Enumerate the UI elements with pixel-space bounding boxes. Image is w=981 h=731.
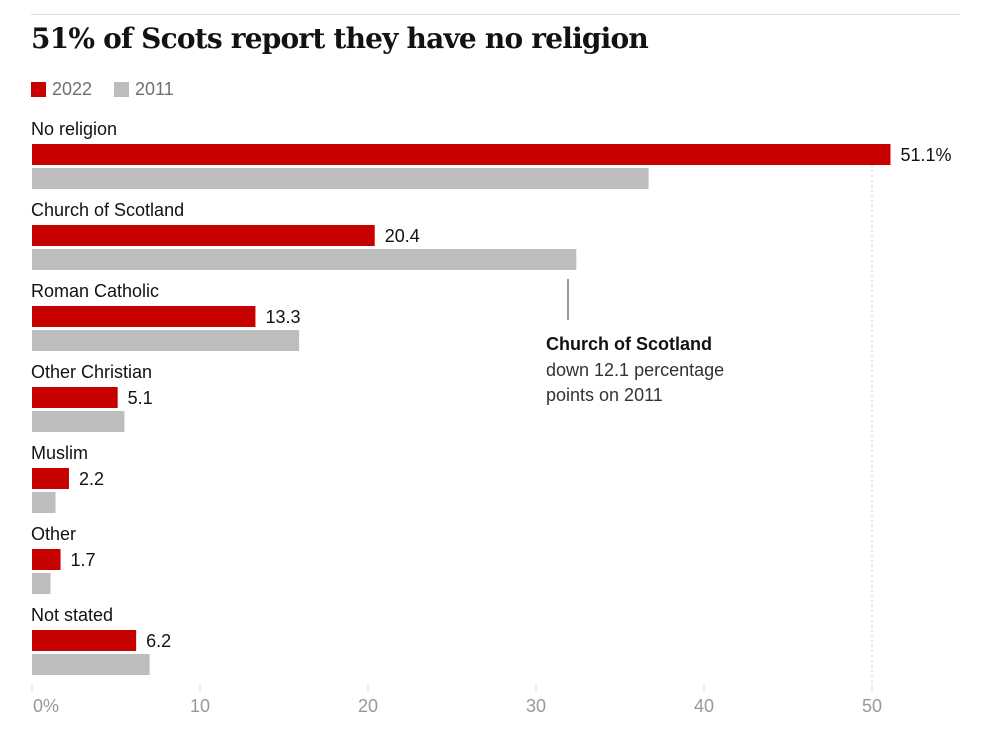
legend-item-2022: 2022 bbox=[31, 79, 92, 100]
legend-label-2022: 2022 bbox=[52, 79, 93, 99]
category-label: Church of Scotland bbox=[31, 200, 184, 220]
data-label-2022: 2.2 bbox=[79, 469, 104, 489]
bar-2011 bbox=[32, 492, 56, 513]
legend-label-2011: 2011 bbox=[135, 79, 174, 99]
bar-2011 bbox=[32, 249, 577, 270]
legend: 2022 2011 bbox=[31, 79, 196, 100]
chart-title: 51% of Scots report they have no religio… bbox=[31, 22, 649, 55]
x-tick-label: 40 bbox=[694, 696, 714, 716]
category-label: Roman Catholic bbox=[31, 281, 159, 301]
bar-2011 bbox=[32, 654, 150, 675]
data-label-2022: 1.7 bbox=[71, 550, 96, 570]
legend-item-2011: 2011 bbox=[114, 79, 174, 100]
data-label-2022: 6.2 bbox=[146, 631, 171, 651]
bar-2022 bbox=[32, 144, 891, 165]
bar-2022 bbox=[32, 225, 375, 246]
category-label: Not stated bbox=[31, 605, 113, 625]
annotation-text: down 12.1 percentage bbox=[546, 360, 724, 380]
bar-2022 bbox=[32, 549, 61, 570]
category-label: Other bbox=[31, 524, 76, 544]
bar-2011 bbox=[32, 330, 300, 351]
data-label-2022: 20.4 bbox=[385, 226, 420, 246]
annotation-heading: Church of Scotland bbox=[546, 334, 712, 354]
bar-2011 bbox=[32, 168, 649, 189]
legend-swatch-2011 bbox=[114, 82, 130, 97]
legend-swatch-2022 bbox=[31, 82, 46, 97]
bar-2011 bbox=[32, 411, 125, 432]
bar-2022 bbox=[32, 387, 118, 408]
category-label: Other Christian bbox=[31, 362, 152, 382]
data-label-2022: 13.3 bbox=[265, 307, 300, 327]
x-tick-label: 50 bbox=[862, 696, 882, 716]
x-tick-label: 10 bbox=[190, 696, 210, 716]
bar-2022 bbox=[32, 306, 256, 327]
bar-2011 bbox=[32, 573, 51, 594]
top-rule bbox=[31, 14, 960, 15]
data-label-2022: 51.1% bbox=[900, 145, 951, 165]
x-tick-label: 0% bbox=[33, 696, 59, 716]
x-tick-label: 20 bbox=[358, 696, 378, 716]
category-label: No religion bbox=[31, 119, 117, 139]
annotation-text: points on 2011 bbox=[546, 385, 663, 405]
data-label-2022: 5.1 bbox=[128, 388, 153, 408]
category-label: Muslim bbox=[31, 443, 88, 463]
bar-2022 bbox=[32, 468, 69, 489]
bar-2022 bbox=[32, 630, 137, 651]
x-tick-label: 30 bbox=[526, 696, 546, 716]
